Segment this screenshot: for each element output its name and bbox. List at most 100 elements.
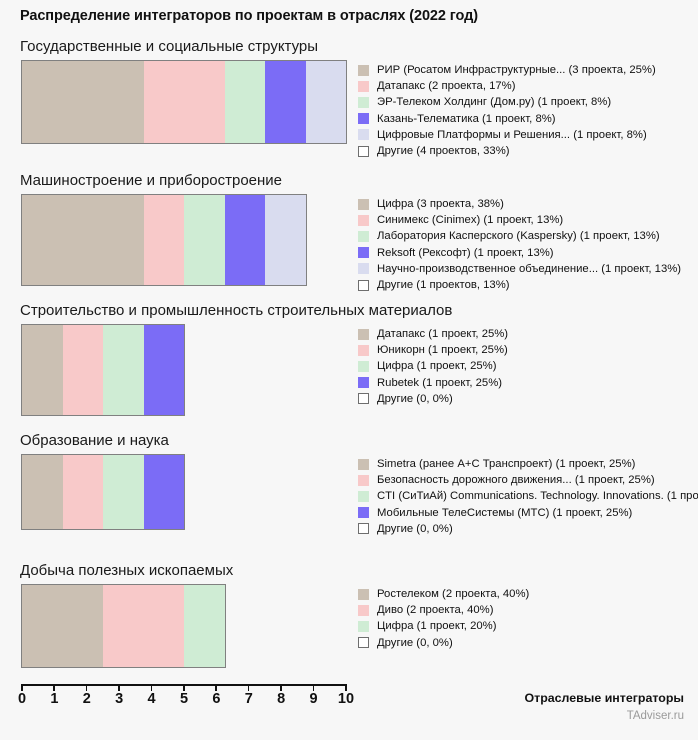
- legend-label: Казань-Телематика (1 проект, 8%): [377, 112, 556, 125]
- bar-segment[interactable]: [22, 455, 63, 529]
- legend-label: Датапакс (2 проекта, 17%): [377, 80, 516, 93]
- legend-item[interactable]: Датапакс (2 проекта, 17%): [358, 78, 698, 94]
- legend-swatch-icon: [358, 360, 369, 372]
- axis-tick: [280, 684, 282, 691]
- legend-item[interactable]: Цифра (3 проекта, 38%): [358, 196, 698, 212]
- legend-swatch-icon: [358, 523, 369, 535]
- panel-title: Добыча полезных ископаемых: [20, 562, 234, 579]
- bar-segment[interactable]: [265, 195, 306, 285]
- bar-segment[interactable]: [265, 61, 306, 143]
- legend-swatch-icon: [358, 214, 369, 226]
- legend-item[interactable]: Другие (0, 0%): [358, 391, 698, 407]
- stacked-bar[interactable]: [21, 60, 347, 144]
- axis-tick: [345, 684, 347, 691]
- bar-segment[interactable]: [103, 585, 184, 667]
- stacked-bar[interactable]: [21, 194, 307, 286]
- legend-swatch-icon: [358, 620, 369, 632]
- axis-tick: [21, 684, 23, 691]
- legend-label: Другие (1 проектов, 13%): [377, 279, 510, 292]
- legend-item[interactable]: Юникорн (1 проект, 25%): [358, 342, 698, 358]
- bar-segment[interactable]: [22, 325, 63, 415]
- bar-segment[interactable]: [184, 585, 225, 667]
- legend-item[interactable]: Цифра (1 проект, 25%): [358, 358, 698, 374]
- legend-item[interactable]: Другие (1 проектов, 13%): [358, 277, 698, 293]
- legend-label: РИР (Росатом Инфраструктурные... (3 прое…: [377, 64, 656, 77]
- legend: РИР (Росатом Инфраструктурные... (3 прое…: [358, 62, 698, 159]
- legend-item[interactable]: Мобильные ТелеСистемы (МТС) (1 проект, 2…: [358, 505, 698, 521]
- bar-segment[interactable]: [143, 455, 184, 529]
- legend-item[interactable]: Лаборатория Касперского (Kaspersky) (1 п…: [358, 228, 698, 244]
- legend-item[interactable]: Диво (2 проекта, 40%): [358, 602, 698, 618]
- axis-tick: [150, 684, 153, 691]
- legend-label: Юникорн (1 проект, 25%): [377, 344, 508, 357]
- bar-segment[interactable]: [143, 325, 184, 415]
- stacked-bar[interactable]: [21, 584, 226, 668]
- axis-tick-label: 8: [277, 691, 286, 707]
- legend-item[interactable]: Цифра (1 проект, 20%): [358, 618, 698, 634]
- legend-swatch-icon: [358, 637, 369, 649]
- legend-item[interactable]: Казань-Телематика (1 проект, 8%): [358, 111, 698, 127]
- legend-item[interactable]: Другие (4 проектов, 33%): [358, 143, 698, 159]
- legend-item[interactable]: Ростелеком (2 проекта, 40%): [358, 586, 698, 602]
- bar-segment[interactable]: [143, 195, 184, 285]
- legend-item[interactable]: Reksoft (Рексофт) (1 проект, 13%): [358, 245, 698, 261]
- legend-swatch-icon: [358, 344, 369, 356]
- legend-swatch-icon: [358, 64, 369, 76]
- legend-swatch-icon: [358, 145, 369, 157]
- legend-swatch-icon: [358, 507, 369, 519]
- legend-item[interactable]: Другие (0, 0%): [358, 521, 698, 537]
- legend-swatch-icon: [358, 279, 369, 291]
- legend-item[interactable]: CTI (СиТиАй) Communications. Technology.…: [358, 488, 698, 504]
- bar-segment[interactable]: [22, 61, 144, 143]
- legend-item[interactable]: Rubetek (1 проект, 25%): [358, 375, 698, 391]
- bar-segment[interactable]: [224, 195, 265, 285]
- legend-item[interactable]: Simetra (ранее A+C Транспроект) (1 проек…: [358, 456, 698, 472]
- legend-label: Цифра (1 проект, 20%): [377, 620, 497, 633]
- bar-segment[interactable]: [224, 61, 265, 143]
- bar-segment[interactable]: [184, 195, 225, 285]
- axis-tick: [183, 684, 185, 691]
- legend-label: Лаборатория Касперского (Kaspersky) (1 п…: [377, 230, 660, 243]
- legend-swatch-icon: [358, 490, 369, 502]
- legend-swatch-icon: [358, 80, 369, 92]
- legend-item[interactable]: ЭР-Телеком Холдинг (Дом.ру) (1 проект, 8…: [358, 94, 698, 110]
- legend-label: Цифра (1 проект, 25%): [377, 360, 497, 373]
- bar-segment[interactable]: [143, 61, 225, 143]
- legend-swatch-icon: [358, 604, 369, 616]
- panel-title: Строительство и промышленность строитель…: [20, 302, 453, 319]
- bar-segment[interactable]: [103, 455, 144, 529]
- legend-swatch-icon: [358, 458, 369, 470]
- legend-label: Reksoft (Рексофт) (1 проект, 13%): [377, 246, 554, 259]
- legend-swatch-icon: [358, 263, 369, 275]
- legend-item[interactable]: Цифровые Платформы и Решения... (1 проек…: [358, 127, 698, 143]
- bar-segment[interactable]: [22, 195, 144, 285]
- legend-item[interactable]: Безопасность дорожного движения... (1 пр…: [358, 472, 698, 488]
- bar-segment[interactable]: [62, 325, 103, 415]
- legend-swatch-icon: [358, 328, 369, 340]
- legend-item[interactable]: Научно-производственное объединение... (…: [358, 261, 698, 277]
- legend-item[interactable]: Датапакс (1 проект, 25%): [358, 326, 698, 342]
- bar-segment[interactable]: [22, 585, 103, 667]
- stacked-bar[interactable]: [21, 454, 185, 530]
- legend-item[interactable]: Другие (0, 0%): [358, 635, 698, 651]
- bar-segment[interactable]: [103, 325, 144, 415]
- chart-title: Распределение интеграторов по проектам в…: [20, 8, 478, 24]
- legend-item[interactable]: Синимекс (Cinimex) (1 проект, 13%): [358, 212, 698, 228]
- axis-tick: [53, 684, 55, 691]
- axis-tick-label: 5: [179, 691, 189, 707]
- legend-label: Другие (0, 0%): [377, 392, 453, 405]
- stacked-bar[interactable]: [21, 324, 185, 416]
- bar-segment[interactable]: [62, 455, 103, 529]
- bar-segment[interactable]: [305, 61, 346, 143]
- panel-title: Машиностроение и приборостроение: [20, 172, 283, 189]
- legend-label: Цифра (3 проекта, 38%): [377, 198, 504, 211]
- legend-item[interactable]: РИР (Росатом Инфраструктурные... (3 прое…: [358, 62, 698, 78]
- axis-tick-label: 9: [309, 691, 318, 707]
- legend: Simetra (ранее A+C Транспроект) (1 проек…: [358, 456, 698, 537]
- legend-label: Научно-производственное объединение... (…: [377, 262, 682, 275]
- legend-label: Мобильные ТелеСистемы (МТС) (1 проект, 2…: [377, 506, 633, 519]
- legend-label: CTI (СиТиАй) Communications. Technology.…: [377, 490, 698, 503]
- legend-label: Диво (2 проекта, 40%): [377, 604, 494, 617]
- legend-label: Синимекс (Cinimex) (1 проект, 13%): [377, 214, 564, 227]
- legend-label: Безопасность дорожного движения... (1 пр…: [377, 474, 655, 487]
